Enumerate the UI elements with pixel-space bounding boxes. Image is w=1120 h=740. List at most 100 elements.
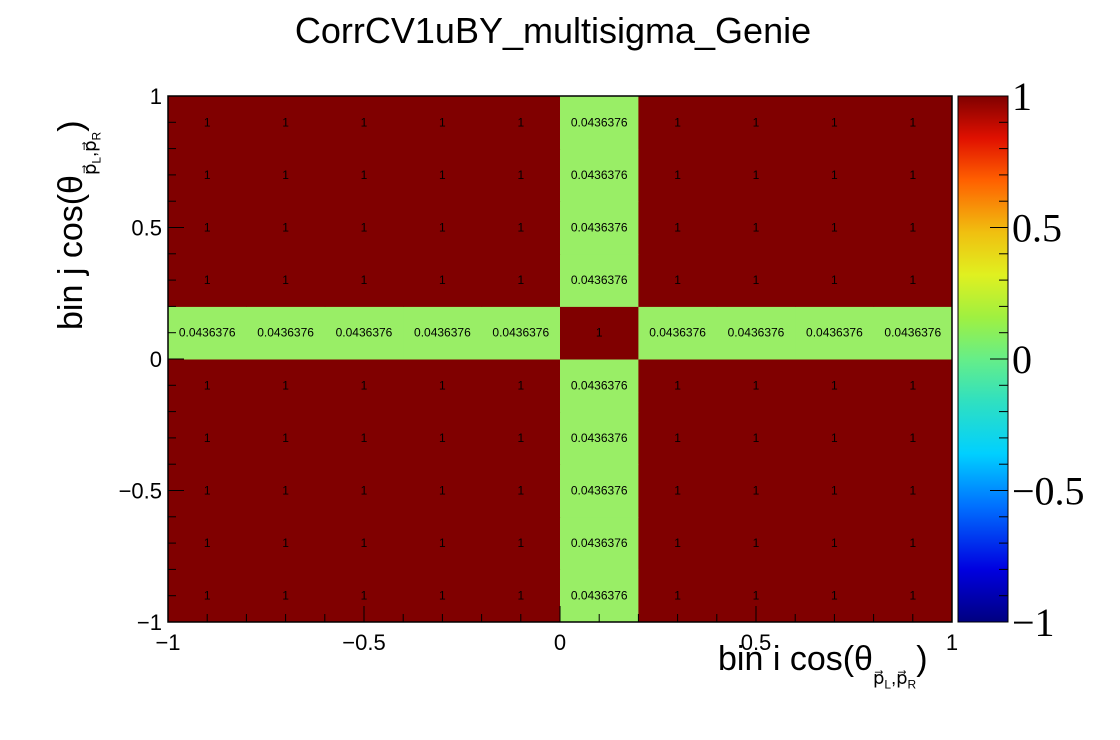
y-tick-label: 0: [150, 347, 162, 372]
heatmap-cell: [716, 253, 796, 307]
cell-value-label: 1: [909, 536, 916, 550]
heatmap-cell: [873, 96, 953, 150]
heatmap-cell: [403, 516, 483, 570]
cell-value-label: 1: [282, 431, 289, 445]
heatmap-cell: [795, 253, 875, 307]
x-tick-label: 1: [946, 630, 958, 655]
heatmap-cell: [403, 411, 483, 465]
cell-value-label: 0.0436376: [257, 326, 314, 340]
heatmap-cell: [324, 148, 404, 202]
cell-value-label: 1: [909, 589, 916, 603]
cell-value-label: 1: [674, 168, 681, 182]
heatmap-cell: [324, 96, 404, 150]
cell-value-label: 0.0436376: [414, 326, 471, 340]
heatmap-cell: [168, 96, 247, 150]
cell-value-label: 1: [753, 115, 760, 129]
cell-value-label: 1: [517, 168, 524, 182]
cell-value-label: 0.0436376: [884, 326, 941, 340]
heatmap-cell: [638, 569, 718, 623]
heatmap-cell: [716, 306, 796, 360]
x-tick-label: 0.5: [741, 630, 772, 655]
cell-value-label: 0.0436376: [571, 221, 628, 235]
cell-value-label: 0.0436376: [571, 536, 628, 550]
heatmap-cell: [168, 516, 247, 570]
cell-value-label: 0.0436376: [571, 115, 628, 129]
heatmap-cell: [168, 306, 247, 360]
heatmap-cell: [246, 201, 326, 255]
cell-value-label: 1: [282, 168, 289, 182]
heatmap-cell: [873, 464, 953, 518]
cell-value-label: 1: [282, 536, 289, 550]
cell-value-label: 1: [753, 221, 760, 235]
cell-value-label: 1: [831, 115, 838, 129]
heatmap-cell: [716, 411, 796, 465]
cell-value-label: 1: [204, 168, 211, 182]
heatmap-cell: [481, 569, 561, 623]
heatmap-cell: [638, 464, 718, 518]
heatmap-cell: [716, 464, 796, 518]
cell-value-label: 1: [753, 431, 760, 445]
cell-value-label: 1: [753, 589, 760, 603]
heatmap-cell: [795, 464, 875, 518]
cell-value-label: 1: [204, 484, 211, 498]
cell-value-label: 1: [831, 484, 838, 498]
cell-value-label: 1: [517, 273, 524, 287]
heatmap-cell: [481, 201, 561, 255]
z-tick-label: 0: [1012, 337, 1032, 382]
cell-value-label: 0.0436376: [179, 326, 236, 340]
heatmap-cell: [246, 411, 326, 465]
cell-value-label: 1: [831, 273, 838, 287]
heatmap-cell: [324, 411, 404, 465]
cell-value-label: 1: [674, 273, 681, 287]
cell-value-label: 1: [674, 221, 681, 235]
heatmap-cell: [560, 253, 639, 307]
y-tick-label: 1: [150, 84, 162, 109]
heatmap-cell: [324, 253, 404, 307]
heatmap-cell: [246, 253, 326, 307]
heatmap-cell: [795, 148, 875, 202]
cell-value-label: 0.0436376: [571, 273, 628, 287]
z-tick-label: 0.5: [1012, 206, 1062, 251]
heatmap-cell: [716, 516, 796, 570]
heatmap-cell: [246, 464, 326, 518]
heatmap-cell: [638, 148, 718, 202]
cell-value-label: 1: [517, 589, 524, 603]
heatmap-cell: [481, 516, 561, 570]
cell-value-label: 0.0436376: [571, 484, 628, 498]
heatmap-cell: [560, 569, 639, 623]
cell-value-label: 1: [439, 484, 446, 498]
cell-value-label: 1: [282, 378, 289, 392]
heatmap-cell: [168, 569, 247, 623]
cell-value-label: 1: [204, 378, 211, 392]
cell-value-label: 1: [909, 378, 916, 392]
heatmap-cell: [638, 516, 718, 570]
cell-value-label: 1: [361, 484, 368, 498]
heatmap-cell: [246, 148, 326, 202]
heatmap-cell: [403, 359, 483, 413]
heatmap-cell: [168, 359, 247, 413]
y-axis-label: bin j cos(θp⃗L,p⃗R): [52, 120, 104, 330]
heatmap-cell: [873, 253, 953, 307]
cell-value-label: 1: [282, 589, 289, 603]
cell-value-label: 0.0436376: [492, 326, 549, 340]
heatmap-cell: [403, 306, 483, 360]
cell-value-label: 1: [439, 168, 446, 182]
heatmap-cell: [795, 306, 875, 360]
heatmap-cell: [716, 201, 796, 255]
cell-value-label: 1: [831, 431, 838, 445]
heatmap-cell: [168, 253, 247, 307]
heatmap-cell: [795, 201, 875, 255]
cell-value-label: 1: [753, 273, 760, 287]
heatmap-cell: [638, 306, 718, 360]
cell-value-label: 1: [439, 378, 446, 392]
cell-value-label: 1: [517, 431, 524, 445]
heatmap-cell: [795, 96, 875, 150]
heatmap-cell: [403, 253, 483, 307]
heatmap-cell: [560, 411, 639, 465]
heatmap-cell: [873, 569, 953, 623]
cell-value-label: 1: [674, 536, 681, 550]
heatmap-cell: [481, 253, 561, 307]
heatmap-cell: [795, 411, 875, 465]
heatmap-cell: [560, 306, 639, 360]
x-axis-label: bin i cos(θp⃗L,p⃗R): [718, 640, 928, 692]
